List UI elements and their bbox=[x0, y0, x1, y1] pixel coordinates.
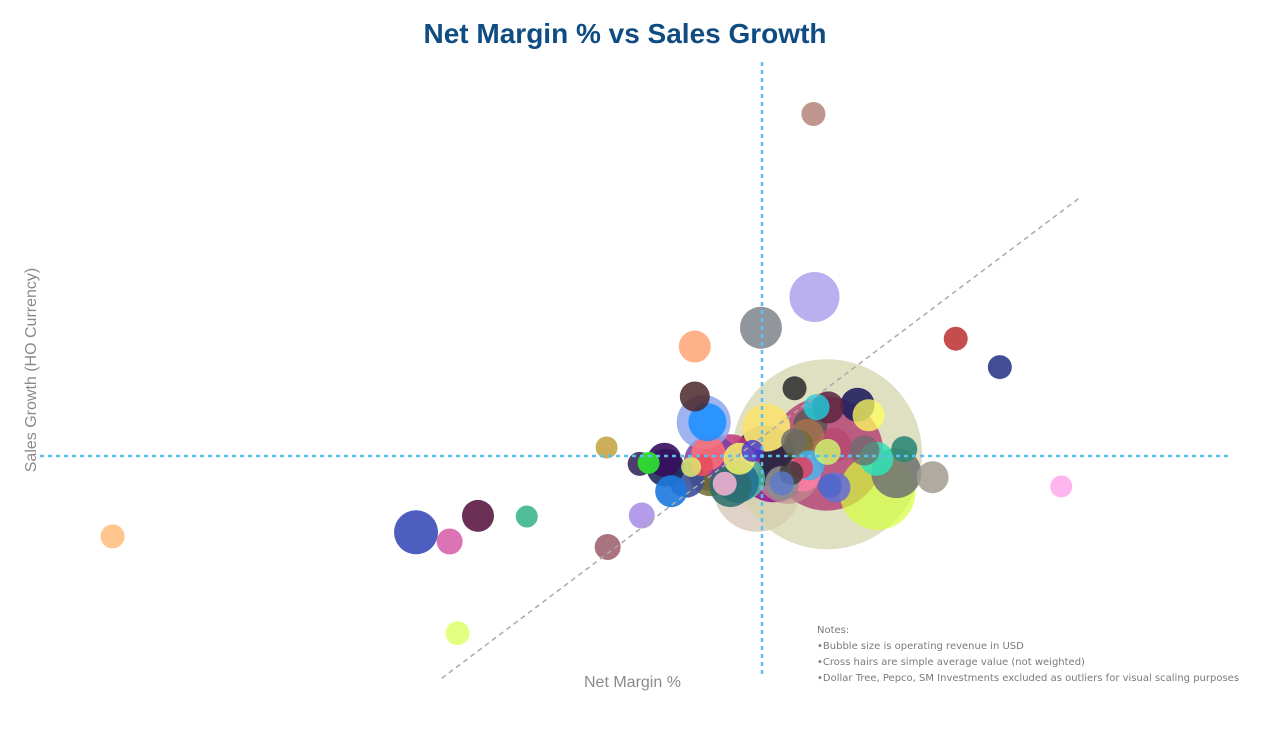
bubble-73[interactable] bbox=[817, 473, 842, 498]
bubble-62[interactable] bbox=[1050, 475, 1073, 498]
y-axis-label: Sales Growth (HO Currency) bbox=[23, 267, 40, 473]
bubble-26[interactable] bbox=[688, 403, 727, 442]
bubble-57[interactable] bbox=[628, 502, 655, 529]
bubble-9[interactable] bbox=[742, 403, 791, 452]
note-line: •Bubble size is operating revenue in USD bbox=[817, 641, 1024, 652]
bubble-50[interactable] bbox=[891, 436, 918, 463]
bubble-40[interactable] bbox=[781, 428, 808, 455]
notes-box: Notes: •Bubble size is operating revenue… bbox=[817, 623, 1239, 687]
bubble-56[interactable] bbox=[595, 436, 618, 459]
chart-title: Net Margin % vs Sales Growth bbox=[423, 18, 827, 49]
bubble-59[interactable] bbox=[436, 528, 463, 555]
bubble-51[interactable] bbox=[943, 326, 968, 351]
trendline bbox=[441, 197, 1081, 679]
note-line: •Dollar Tree, Pepco, SM Investments excl… bbox=[817, 673, 1240, 684]
bubble-14[interactable] bbox=[789, 271, 840, 322]
bubble-65[interactable] bbox=[637, 451, 660, 474]
bubble-68[interactable] bbox=[681, 456, 702, 477]
bubble-55[interactable] bbox=[801, 102, 826, 126]
bubble-layer bbox=[100, 102, 1073, 646]
bubble-72[interactable] bbox=[769, 471, 794, 496]
bubble-48[interactable] bbox=[594, 533, 621, 560]
note-line: •Cross hairs are simple average value (n… bbox=[817, 657, 1085, 668]
bubble-61[interactable] bbox=[100, 524, 125, 549]
notes-title: Notes: bbox=[817, 625, 850, 636]
bubble-52[interactable] bbox=[987, 355, 1012, 380]
bubble-36[interactable] bbox=[678, 330, 711, 363]
bubble-43[interactable] bbox=[852, 399, 885, 432]
bubble-33[interactable] bbox=[916, 461, 949, 494]
bubble-58[interactable] bbox=[515, 505, 538, 528]
bubble-41[interactable] bbox=[803, 394, 830, 421]
bubble-54[interactable] bbox=[782, 376, 807, 401]
bubble-47[interactable] bbox=[461, 499, 494, 532]
bubble-44[interactable] bbox=[394, 510, 439, 555]
bubble-31[interactable] bbox=[849, 435, 880, 466]
bubble-60[interactable] bbox=[445, 621, 470, 646]
x-axis-label: Net Margin % bbox=[584, 674, 681, 691]
bubble-37[interactable] bbox=[655, 475, 688, 508]
bubble-46[interactable] bbox=[679, 381, 710, 412]
bubble-67[interactable] bbox=[712, 471, 737, 496]
bubble-42[interactable] bbox=[814, 438, 841, 465]
